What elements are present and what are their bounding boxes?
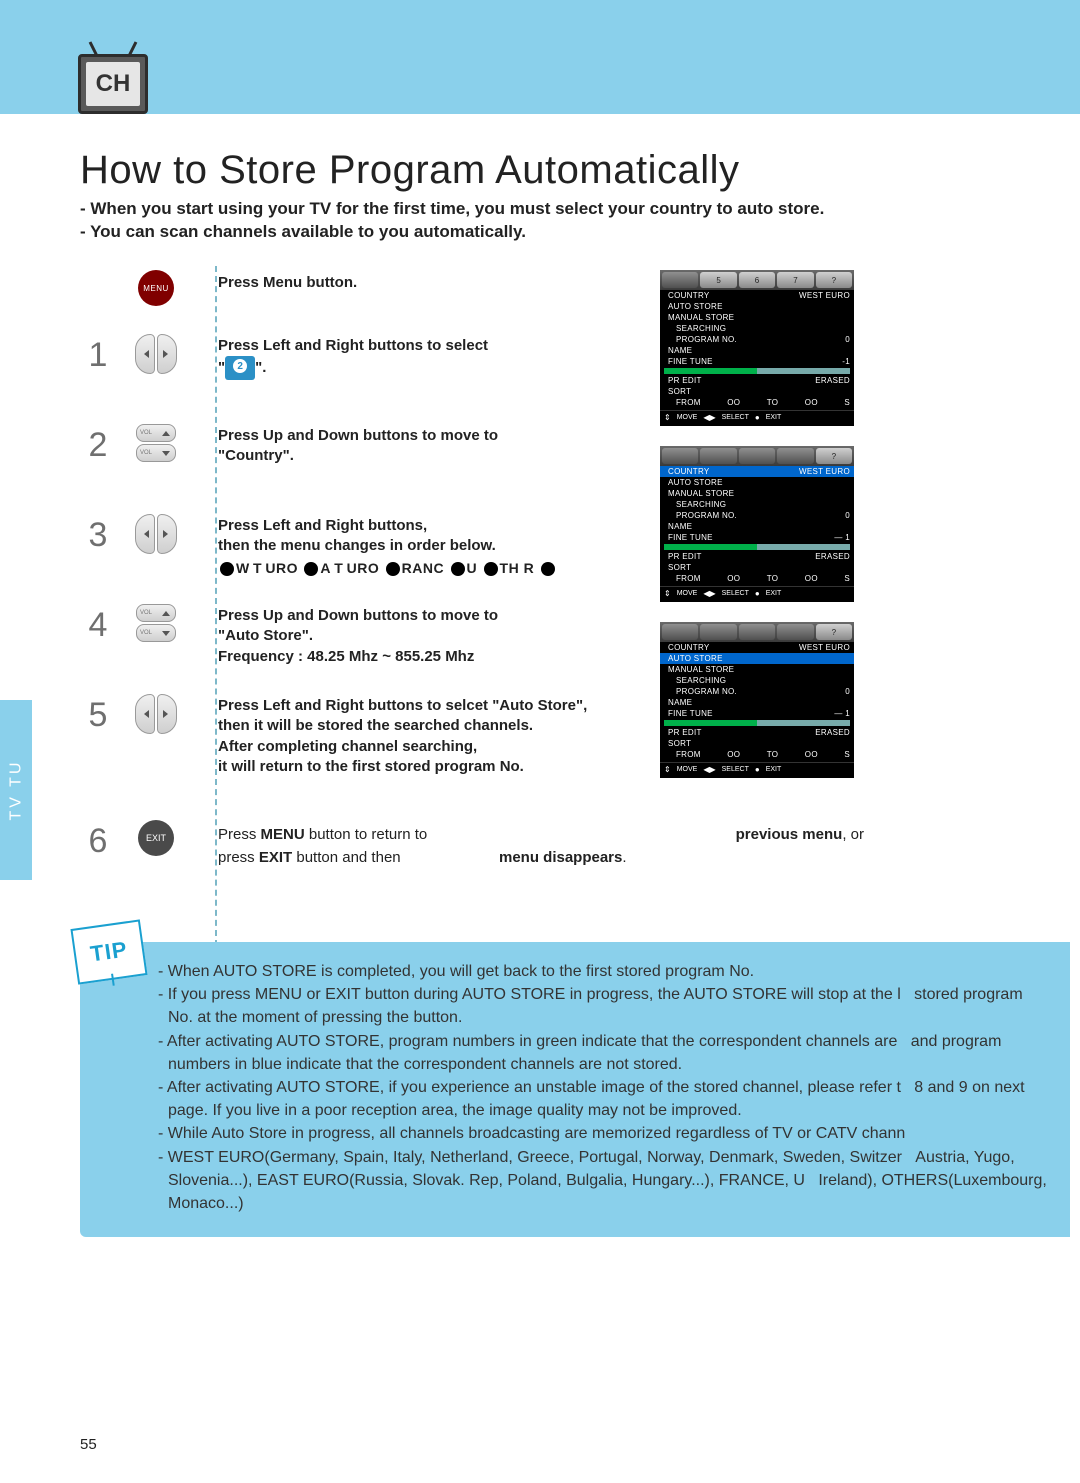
tip-line: - After activating AUTO STORE, program n… xyxy=(158,1030,1050,1076)
top-band xyxy=(0,0,1080,114)
left-right-buttons-icon xyxy=(135,514,177,554)
tip-line: - When AUTO STORE is completed, you will… xyxy=(158,960,1050,983)
tip-line: - After activating AUTO STORE, if you ex… xyxy=(158,1076,1050,1122)
exit-button-icon: EXIT xyxy=(138,820,174,856)
ch-badge-label: CH xyxy=(86,62,140,106)
step-menu: MENU Press Menu button. xyxy=(80,266,1080,324)
osd-screen-1: 567? COUNTRYWEST EURO AUTO STORE MANUAL … xyxy=(660,270,854,426)
manual-page: CH How to Store Program Automatically - … xyxy=(0,0,1080,1483)
step-5-text: Press Left and Right buttons to selcet "… xyxy=(196,690,1080,783)
step-1-text: Press Left and Right buttons to select "… xyxy=(196,330,1080,386)
osd-screen-3: ? COUNTRYWEST EURO AUTO STORE MANUAL STO… xyxy=(660,622,854,778)
channel-mode-icon xyxy=(225,356,255,380)
side-tab: TV TU xyxy=(0,700,32,880)
page-number: 55 xyxy=(80,1436,97,1453)
step-number: 5 xyxy=(80,690,116,735)
step-number: 2 xyxy=(80,420,116,465)
step-number: 1 xyxy=(80,330,116,375)
step-1: 1 Press Left and Right buttons to select… xyxy=(80,330,1080,414)
menu-button-icon: MENU xyxy=(138,270,174,306)
step-6: 6 EXIT Press MENU button to return to pr… xyxy=(80,816,1080,900)
osd-screen-2: ? COUNTRYWEST EURO AUTO STORE MANUAL STO… xyxy=(660,446,854,602)
country-order-line: W T URO A T URO RANC U TH R xyxy=(218,559,1060,578)
tip-line: - If you press MENU or EXIT button durin… xyxy=(158,983,1050,1029)
page-title: How to Store Program Automatically xyxy=(80,148,739,193)
step-number: 6 xyxy=(80,816,116,861)
steps-area: MENU Press Menu button. 1 Press Left and… xyxy=(80,266,1080,906)
step-6-text: Press MENU button to return to previous … xyxy=(196,816,864,869)
intro-text: - When you start using your TV for the f… xyxy=(80,198,824,244)
tip-tag: TIP xyxy=(70,919,147,984)
step-3: 3 Press Left and Right buttons,then the … xyxy=(80,510,1080,594)
up-down-buttons-icon xyxy=(136,424,176,462)
step-4: 4 Press Up and Down buttons to move to"A… xyxy=(80,600,1080,684)
step-menu-text: Press Menu button. xyxy=(196,266,357,291)
up-down-buttons-icon xyxy=(136,604,176,642)
step-3-text: Press Left and Right buttons,then the me… xyxy=(196,510,1080,583)
step-number: 4 xyxy=(80,600,116,645)
tip-line: - WEST EURO(Germany, Spain, Italy, Nethe… xyxy=(158,1146,1050,1216)
step-number: 3 xyxy=(80,510,116,555)
left-right-buttons-icon xyxy=(135,694,177,734)
step-2: 2 Press Up and Down buttons to move to"C… xyxy=(80,420,1080,504)
tip-line: - While Auto Store in progress, all chan… xyxy=(158,1122,1050,1145)
step-4-text: Press Up and Down buttons to move to"Aut… xyxy=(196,600,1080,673)
ch-badge: CH xyxy=(78,40,148,120)
tip-box: TIP - When AUTO STORE is completed, you … xyxy=(80,942,1070,1237)
left-right-buttons-icon xyxy=(135,334,177,374)
step-5: 5 Press Left and Right buttons to selcet… xyxy=(80,690,1080,810)
step-2-text: Press Up and Down buttons to move to"Cou… xyxy=(196,420,1080,473)
